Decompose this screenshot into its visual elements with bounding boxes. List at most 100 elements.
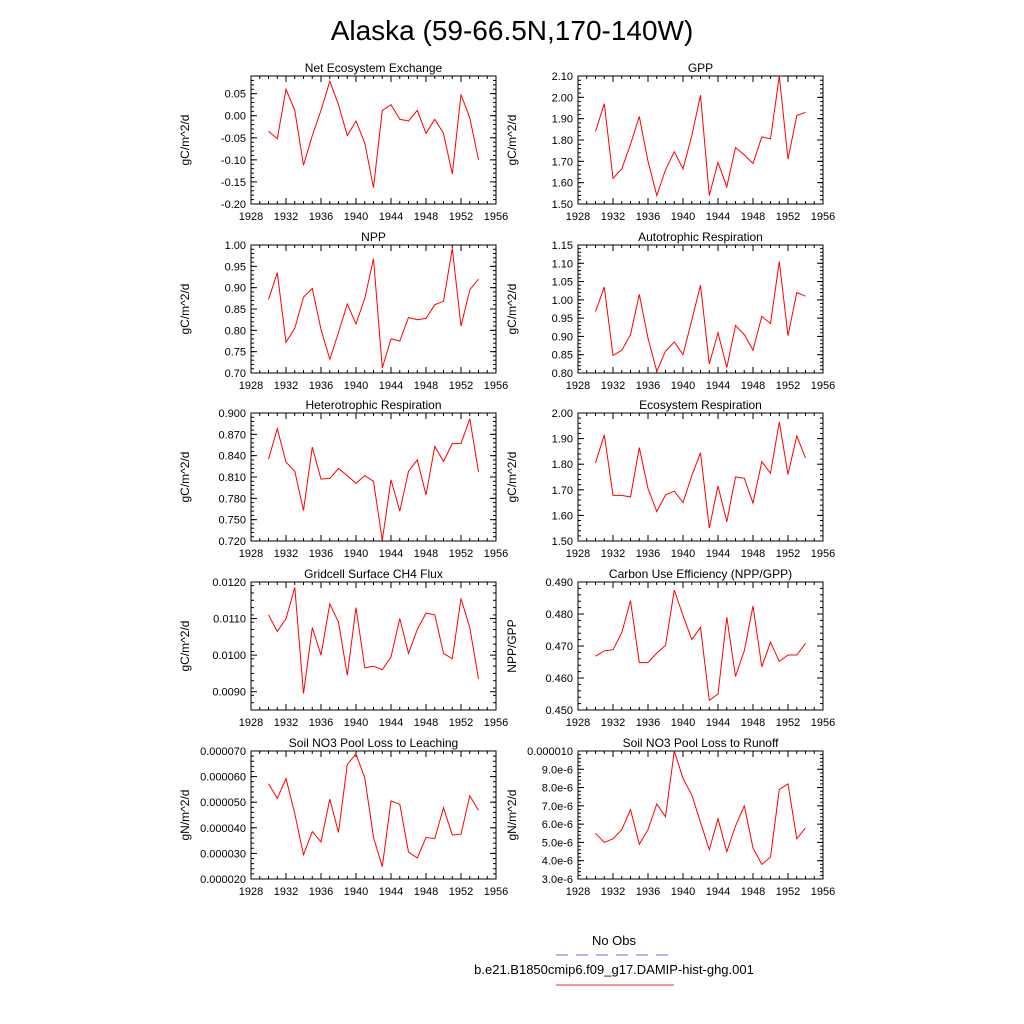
x-tick-label-heterotrophic-respiration: 1936 (309, 548, 333, 560)
y-axis-label-gpp: gC/m^2/d (505, 115, 519, 166)
y-tick-label-soil-no3-pool-loss-to-leaching: 0.000050 (200, 797, 246, 809)
x-tick-label-soil-no3-pool-loss-to-leaching: 1956 (484, 886, 508, 898)
y-tick-label-autotrophic-respiration: 0.80 (552, 368, 573, 380)
figure-title: Alaska (59-66.5N,170-140W) (331, 15, 694, 46)
x-tick-label-heterotrophic-respiration: 1952 (449, 548, 473, 560)
x-tick-label-npp: 1936 (309, 380, 333, 392)
x-tick-label-carbon-use-efficiency-npp-gpp: 1928 (566, 717, 590, 729)
x-tick-label-soil-no3-pool-loss-to-runoff: 1952 (776, 886, 800, 898)
panel-frame-heterotrophic-respiration (250, 412, 497, 542)
x-tick-label-gpp: 1940 (671, 211, 695, 223)
y-tick-label-npp: 0.70 (225, 368, 246, 380)
x-tick-label-npp: 1940 (344, 380, 368, 392)
panel-npp: NPP gC/m^2/d 1928 1932 1936 1940 1944 1948 1952 1… (178, 230, 508, 392)
x-tick-label-gpp: 1948 (741, 211, 765, 223)
x-tick-label-autotrophic-respiration: 1948 (741, 380, 765, 392)
x-tick-label-soil-no3-pool-loss-to-runoff: 1932 (601, 886, 625, 898)
series-line-carbon-use-efficiency-npp-gpp (595, 589, 806, 702)
y-tick-label-soil-no3-pool-loss-to-runoff: 4.0e-6 (542, 856, 573, 868)
x-tick-label-soil-no3-pool-loss-to-leaching: 1944 (379, 886, 403, 898)
y-tick-label-soil-no3-pool-loss-to-runoff: 5.0e-6 (542, 837, 573, 849)
y-tick-label-soil-no3-pool-loss-to-leaching: 0.000040 (200, 823, 246, 835)
y-tick-label-soil-no3-pool-loss-to-runoff: 8.0e-6 (542, 783, 573, 795)
y-tick-label-heterotrophic-respiration: 0.780 (218, 493, 246, 505)
x-tick-label-carbon-use-efficiency-npp-gpp: 1956 (811, 717, 835, 729)
x-tick-label-net-ecosystem-exchange: 1956 (484, 211, 508, 223)
y-tick-label-ecosystem-respiration: 1.80 (552, 459, 573, 471)
x-tick-label-npp: 1928 (239, 380, 263, 392)
panel-title-soil-no3-pool-loss-to-runoff: Soil NO3 Pool Loss to Runoff (623, 736, 780, 750)
y-tick-label-npp: 0.75 (225, 347, 246, 359)
y-tick-label-soil-no3-pool-loss-to-runoff: 0.000010 (527, 746, 573, 758)
x-tick-label-carbon-use-efficiency-npp-gpp: 1944 (706, 717, 730, 729)
x-tick-label-gpp: 1944 (706, 211, 730, 223)
series-line-npp (268, 248, 479, 369)
x-tick-label-autotrophic-respiration: 1956 (811, 380, 835, 392)
panel-gridcell-surface-ch4-flux: Gridcell Surface CH4 Flux gC/m^2/d 1928 193… (178, 567, 508, 729)
panel-frame-autotrophic-respiration (577, 244, 824, 374)
x-tick-label-gridcell-surface-ch4-flux: 1944 (379, 717, 403, 729)
y-tick-label-net-ecosystem-exchange: -0.05 (221, 133, 246, 145)
x-tick-label-net-ecosystem-exchange: 1932 (274, 211, 298, 223)
x-tick-label-soil-no3-pool-loss-to-leaching: 1948 (414, 886, 438, 898)
y-tick-label-gridcell-surface-ch4-flux: 0.0090 (212, 687, 246, 699)
y-tick-label-ecosystem-respiration: 1.70 (552, 485, 573, 497)
x-tick-label-carbon-use-efficiency-npp-gpp: 1936 (636, 717, 660, 729)
y-tick-label-carbon-use-efficiency-npp-gpp: 0.460 (545, 673, 573, 685)
x-tick-label-gridcell-surface-ch4-flux: 1956 (484, 717, 508, 729)
x-tick-label-soil-no3-pool-loss-to-runoff: 1940 (671, 886, 695, 898)
x-tick-label-carbon-use-efficiency-npp-gpp: 1932 (601, 717, 625, 729)
y-axis-label-soil-no3-pool-loss-to-runoff: gN/m^2/d (505, 790, 519, 841)
x-tick-label-ecosystem-respiration: 1940 (671, 548, 695, 560)
y-axis-label-npp: gC/m^2/d (178, 284, 192, 335)
y-tick-label-carbon-use-efficiency-npp-gpp: 0.480 (545, 609, 573, 621)
panel-soil-no3-pool-loss-to-leaching: Soil NO3 Pool Loss to Leaching gN/m^2/d 19… (178, 736, 508, 898)
x-tick-label-ecosystem-respiration: 1928 (566, 548, 590, 560)
x-tick-label-heterotrophic-respiration: 1944 (379, 548, 403, 560)
legend: No Obs b.e21.B1850cmip6.f09_g17.DAMIP-hi… (474, 933, 754, 986)
panel-title-soil-no3-pool-loss-to-leaching: Soil NO3 Pool Loss to Leaching (289, 736, 458, 750)
x-tick-label-ecosystem-respiration: 1948 (741, 548, 765, 560)
y-tick-label-net-ecosystem-exchange: 0.00 (225, 111, 246, 123)
panel-soil-no3-pool-loss-to-runoff: Soil NO3 Pool Loss to Runoff gN/m^2/d 1928… (505, 736, 835, 898)
y-tick-label-soil-no3-pool-loss-to-runoff: 7.0e-6 (542, 801, 573, 813)
y-tick-label-net-ecosystem-exchange: 0.05 (225, 89, 246, 101)
x-tick-label-autotrophic-respiration: 1952 (776, 380, 800, 392)
series-line-gpp (595, 75, 806, 198)
y-tick-label-soil-no3-pool-loss-to-leaching: 0.000030 (200, 848, 246, 860)
y-tick-label-npp: 0.90 (225, 283, 246, 295)
y-tick-label-soil-no3-pool-loss-to-leaching: 0.000070 (200, 746, 246, 758)
y-tick-label-ecosystem-respiration: 2.00 (552, 408, 573, 420)
x-tick-label-npp: 1932 (274, 380, 298, 392)
x-tick-label-npp: 1948 (414, 380, 438, 392)
x-tick-label-gpp: 1956 (811, 211, 835, 223)
x-tick-label-autotrophic-respiration: 1940 (671, 380, 695, 392)
y-tick-label-ecosystem-respiration: 1.50 (552, 536, 573, 548)
panel-heterotrophic-respiration: Heterotrophic Respiration gC/m^2/d 1928 193… (178, 398, 508, 560)
x-tick-label-ecosystem-respiration: 1932 (601, 548, 625, 560)
y-tick-label-net-ecosystem-exchange: -0.10 (221, 155, 246, 167)
x-tick-label-npp: 1956 (484, 380, 508, 392)
y-tick-label-soil-no3-pool-loss-to-leaching: 0.000060 (200, 772, 246, 784)
y-tick-label-net-ecosystem-exchange: -0.20 (221, 199, 246, 211)
y-tick-label-heterotrophic-respiration: 0.840 (218, 451, 246, 463)
panel-title-npp: NPP (361, 230, 386, 244)
x-tick-label-carbon-use-efficiency-npp-gpp: 1940 (671, 717, 695, 729)
panel-carbon-use-efficiency-npp-gpp: Carbon Use Efficiency (NPP/GPP) NPP/GPP 19… (505, 567, 835, 729)
x-tick-label-gpp: 1936 (636, 211, 660, 223)
x-tick-label-soil-no3-pool-loss-to-runoff: 1956 (811, 886, 835, 898)
y-tick-label-npp: 0.95 (225, 261, 246, 273)
y-tick-label-ecosystem-respiration: 1.60 (552, 510, 573, 522)
x-tick-label-soil-no3-pool-loss-to-leaching: 1940 (344, 886, 368, 898)
y-tick-label-soil-no3-pool-loss-to-runoff: 3.0e-6 (542, 874, 573, 886)
panel-frame-gridcell-surface-ch4-flux (250, 581, 497, 711)
x-tick-label-net-ecosystem-exchange: 1928 (239, 211, 263, 223)
x-tick-label-npp: 1944 (379, 380, 403, 392)
y-axis-label-net-ecosystem-exchange: gC/m^2/d (178, 115, 192, 166)
x-tick-label-soil-no3-pool-loss-to-runoff: 1948 (741, 886, 765, 898)
y-axis-label-gridcell-surface-ch4-flux: gC/m^2/d (178, 621, 192, 672)
y-tick-label-heterotrophic-respiration: 0.810 (218, 472, 246, 484)
series-line-soil-no3-pool-loss-to-runoff (595, 750, 806, 866)
panel-title-gridcell-surface-ch4-flux: Gridcell Surface CH4 Flux (304, 567, 443, 581)
